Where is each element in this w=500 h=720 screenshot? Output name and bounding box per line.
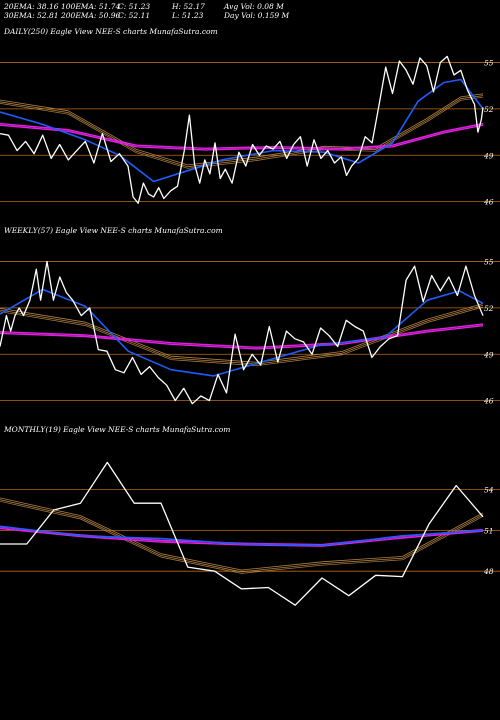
stats-row-1: 20EMA: 38.16 100EMA: 51.74C: 51.23 H: 52.1… bbox=[4, 2, 289, 11]
monthly-ytick-label-54: 54 bbox=[484, 486, 494, 495]
stats-row-2: 30EMA: 52.81 200EMA: 50.96C: 52.11 L: 51.2… bbox=[4, 11, 289, 20]
ema-stats-header: 20EMA: 38.16 100EMA: 51.74C: 51.23 H: 52.1… bbox=[4, 2, 289, 20]
monthly-price-chart: 54 51 48 bbox=[0, 461, 500, 606]
daily-price-chart: 55 52 49 46 bbox=[0, 55, 500, 207]
daily-ema-gold-line-1 bbox=[0, 95, 484, 168]
stat-low: L: 51.23 bbox=[172, 11, 204, 20]
daily-ytick-label-55: 55 bbox=[484, 59, 494, 68]
monthly-ema-gold-line-2 bbox=[0, 500, 484, 574]
stat-close-1: C: 51.23 bbox=[118, 2, 151, 11]
monthly-ema-gold-line-1 bbox=[0, 499, 484, 573]
daily-ytick-label-49: 49 bbox=[483, 151, 494, 160]
daily-ytick-label-52: 52 bbox=[484, 105, 494, 114]
daily-ema-mag-line-1 bbox=[0, 124, 484, 151]
daily-price-line bbox=[0, 55, 484, 204]
daily-ema-mag-line bbox=[0, 122, 484, 150]
weekly-ema-blue-line bbox=[0, 288, 484, 377]
weekly-ema-mag-line-1 bbox=[0, 325, 484, 350]
monthly-ema-gold-line bbox=[0, 497, 484, 571]
weekly-price-line bbox=[0, 260, 484, 405]
daily-ytick-label-46: 46 bbox=[483, 198, 494, 207]
stat-high: H: 52.17 bbox=[172, 2, 205, 11]
monthly-ytick-label-48: 48 bbox=[483, 567, 494, 576]
stat-30ema: 30EMA: 52.81 bbox=[4, 11, 59, 20]
stat-day-vol: Day Vol: 0.159 M bbox=[224, 11, 290, 20]
stat-200ema: 200EMA: 50.96 bbox=[61, 11, 121, 20]
stat-avg-vol: Avg Vol: 0.08 M bbox=[224, 2, 284, 11]
stat-close-2: C: 52.11 bbox=[118, 11, 151, 20]
stat-100ema: 100EMA: 51.74 bbox=[61, 2, 121, 11]
monthly-chart-title: MONTHLY(19) Eagle View NEE-S charts Muna… bbox=[4, 425, 231, 434]
monthly-ema-blue-line bbox=[0, 525, 484, 547]
weekly-ema-gold-line-2 bbox=[0, 306, 484, 367]
daily-chart-title: DAILY(250) Eagle View NEE-S charts Munaf… bbox=[4, 27, 218, 36]
monthly-price-line bbox=[0, 461, 484, 606]
weekly-ytick-label-49: 49 bbox=[483, 350, 494, 359]
daily-ema-blue-line bbox=[0, 78, 484, 183]
weekly-ema-gold-line bbox=[0, 303, 484, 363]
weekly-chart-title: WEEKLY(57) Eagle View NEE-S charts Munaf… bbox=[4, 226, 223, 235]
weekly-ytick-label-46: 46 bbox=[483, 397, 494, 406]
monthly-ytick-label-51: 51 bbox=[484, 526, 494, 535]
weekly-ytick-label-52: 52 bbox=[484, 304, 494, 313]
weekly-price-chart: 55 52 49 46 bbox=[0, 258, 500, 406]
weekly-ema-mag-line bbox=[0, 323, 484, 349]
weekly-ytick-label-55: 55 bbox=[484, 258, 494, 267]
stat-20ema: 20EMA: 38.16 bbox=[4, 2, 59, 11]
